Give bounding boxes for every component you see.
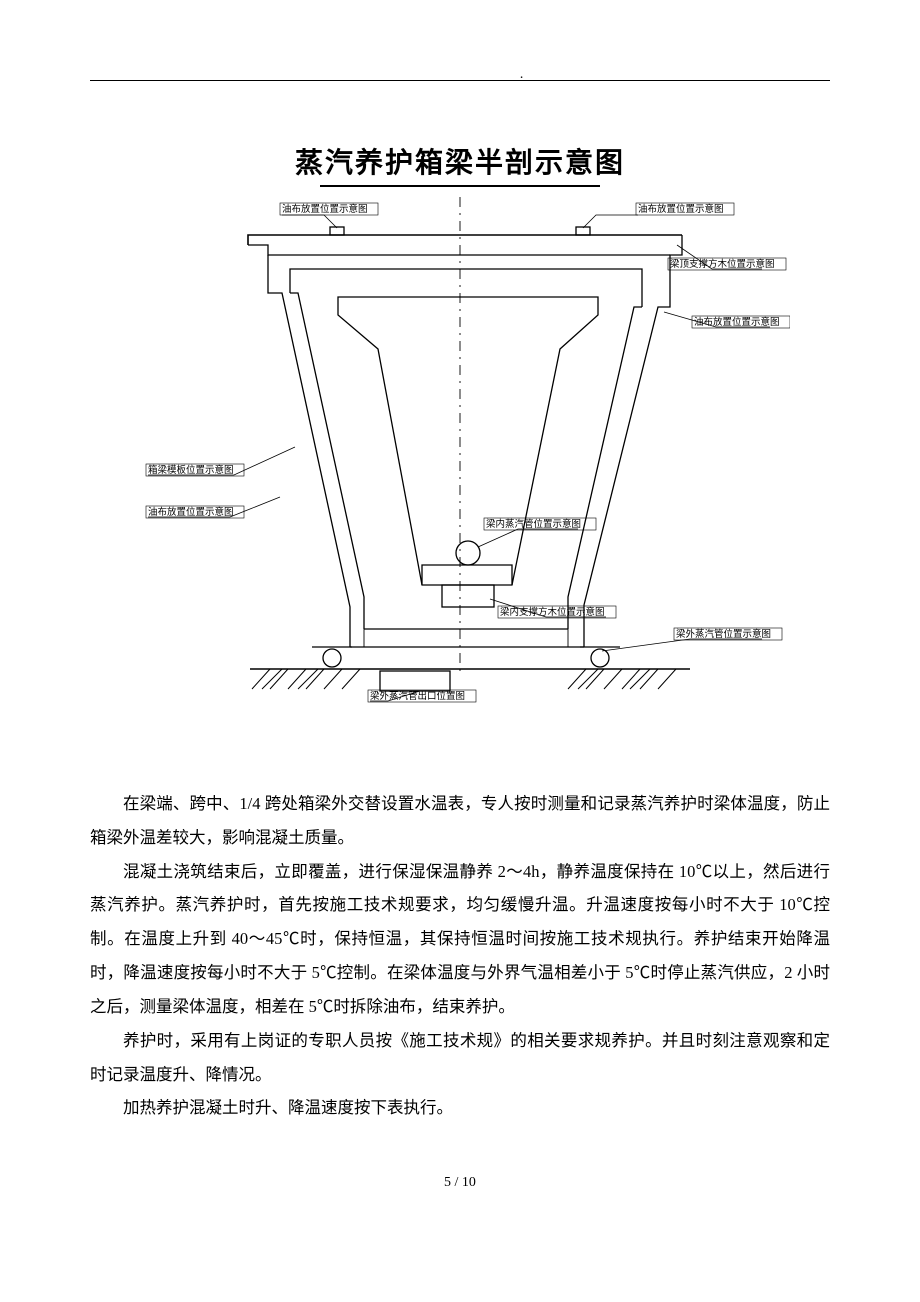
document-page: 蒸汽养护箱梁半剖示意图 bbox=[0, 0, 920, 1231]
figure-title-underline bbox=[320, 185, 600, 187]
paragraph-4: 加热养护混凝土时升、降温速度按下表执行。 bbox=[90, 1091, 830, 1125]
figure-title: 蒸汽养护箱梁半剖示意图 bbox=[90, 141, 830, 181]
label-outer-steam-pipe: 梁外蒸汽管位置示意图 bbox=[676, 628, 771, 640]
page-number: 5 / 10 bbox=[90, 1175, 830, 1191]
label-oilcloth-top-left: 油布放置位置示意图 bbox=[282, 203, 368, 215]
label-formwork-left: 箱梁模板位置示意图 bbox=[148, 464, 234, 476]
label-inner-steam-pipe: 梁内蒸汽管位置示意图 bbox=[486, 518, 581, 530]
label-inner-support: 梁内支撑方木位置示意图 bbox=[500, 606, 605, 618]
body-text: 在梁端、跨中、1/4 跨处箱梁外交替设置水温表，专人按时测量和记录蒸汽养护时梁体… bbox=[90, 787, 830, 1125]
label-beam-top-support: 梁顶支撑方木位置示意图 bbox=[670, 258, 775, 270]
paragraph-1: 在梁端、跨中、1/4 跨处箱梁外交替设置水温表，专人按时测量和记录蒸汽养护时梁体… bbox=[90, 787, 830, 855]
label-oilcloth-right: 油布放置位置示意图 bbox=[694, 316, 780, 328]
label-oilcloth-left: 油布放置位置示意图 bbox=[148, 506, 234, 518]
diagram-svg: 油布放置位置示意图 油布放置位置示意图 梁顶支撑方木位置示意图 油布放置位置示意… bbox=[130, 197, 790, 717]
paragraph-2: 混凝土浇筑结束后，立即覆盖，进行保湿保温静养 2～4h，静养温度保持在 10℃以… bbox=[90, 855, 830, 1024]
label-oilcloth-top-right: 油布放置位置示意图 bbox=[638, 203, 724, 215]
box-girder-diagram: 油布放置位置示意图 油布放置位置示意图 梁顶支撑方木位置示意图 油布放置位置示意… bbox=[130, 197, 790, 717]
label-outer-steam-outlet: 梁外蒸汽管出口位置图 bbox=[370, 690, 465, 702]
header-rule bbox=[90, 80, 830, 81]
paragraph-3: 养护时，采用有上岗证的专职人员按《施工技术规》的相关要求规养护。并且时刻注意观察… bbox=[90, 1024, 830, 1092]
